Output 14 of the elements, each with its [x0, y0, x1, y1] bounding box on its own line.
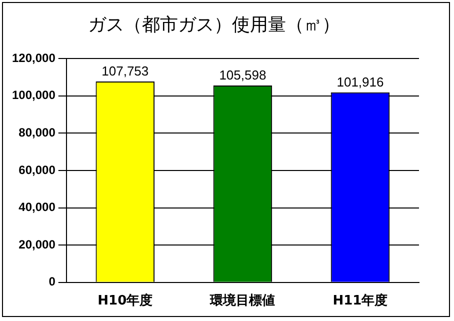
data-label: 101,916	[336, 74, 384, 90]
y-tick-label: 60,000	[18, 162, 56, 177]
y-tick-label: 20,000	[18, 237, 56, 252]
x-tick-label: 環境目標値	[209, 292, 276, 309]
y-tick-label: 120,000	[12, 50, 56, 65]
y-tick-label: 0	[48, 274, 56, 289]
x-tick-label: H11年度	[332, 292, 388, 309]
x-tick-label: H10年度	[98, 292, 153, 309]
data-label: 105,598	[219, 68, 266, 83]
y-tick-label: 80,000	[18, 126, 56, 140]
data-label: 107,753	[102, 64, 149, 79]
y-tick-label: 100,000	[12, 88, 56, 102]
y-tick-label: 40,000	[18, 200, 56, 214]
chart-title: ガス（都市ガス）使用量（㎥）	[88, 14, 340, 36]
